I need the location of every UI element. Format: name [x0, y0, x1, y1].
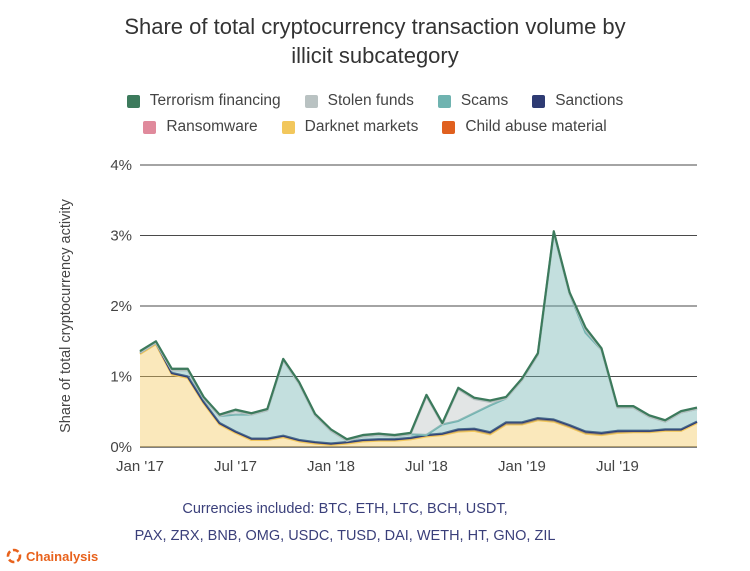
x-tick-label: Jul '18 [405, 458, 448, 475]
chart-title-line-1: Share of total cryptocurrency transactio… [124, 14, 626, 39]
y-axis-title: Share of total cryptocurrency activity [58, 198, 74, 432]
legend-label: Darknet markets [304, 118, 419, 135]
legend-item-scams: Scams [437, 92, 509, 110]
legend-item-sanctions: Sanctions [532, 92, 623, 110]
legend-item-darknet-markets: Darknet markets [281, 118, 419, 136]
y-tick-label: 0% [110, 439, 132, 456]
legend-label: Terrorism financing [149, 92, 281, 109]
line-darknet-markets [139, 342, 698, 446]
legend-item-terrorism-financing: Terrorism financing [126, 92, 281, 110]
chainalysis-logo-icon [6, 548, 22, 564]
legend-label: Sanctions [555, 92, 624, 109]
legend-swatch [532, 94, 546, 108]
stacked-areas [139, 230, 698, 447]
x-tick-label: Jan '17 [116, 458, 164, 475]
legend-row-2: Ransomware Darknet markets Child abuse m… [40, 114, 710, 140]
legend-label: Child abuse material [465, 118, 607, 135]
chart-title: Share of total cryptocurrency transactio… [0, 12, 750, 70]
currencies-note: Currencies included: BTC, ETH, LTC, BCH,… [95, 496, 595, 550]
legend-swatch [442, 120, 456, 134]
legend-swatch [126, 94, 140, 108]
legend-swatch [437, 94, 451, 108]
legend-row-1: Terrorism financing Stolen funds Scams S… [40, 88, 710, 114]
area-scams [140, 232, 697, 444]
y-tick-label: 2% [110, 298, 132, 315]
y-tick-label: 3% [110, 228, 132, 245]
legend-swatch [281, 120, 295, 134]
x-tick-label: Jul '19 [596, 458, 639, 475]
x-tick-label: Jan '18 [307, 458, 355, 475]
legend-item-stolen-funds: Stolen funds [304, 92, 414, 110]
line-sanctions [139, 341, 698, 445]
legend-label: Scams [460, 92, 509, 109]
area-darknet-markets [140, 344, 697, 447]
chainalysis-logo: Chainalysis [6, 548, 98, 564]
gridlines [140, 164, 697, 448]
x-tick-label: Jul '17 [214, 458, 257, 475]
x-tick-label: Jan '19 [498, 458, 546, 475]
line-terrorism-financing [139, 230, 698, 441]
brand-name: Chainalysis [26, 548, 99, 564]
legend-swatch [304, 94, 318, 108]
currencies-note-line-1: Currencies included: BTC, ETH, LTC, BCH,… [182, 501, 508, 517]
y-tick-label: 1% [110, 369, 132, 386]
chart-legend: Terrorism financing Stolen funds Scams S… [40, 88, 710, 140]
chart-title-line-2: illicit subcategory [291, 43, 459, 68]
legend-item-child-abuse-material: Child abuse material [442, 118, 607, 136]
legend-item-ransomware: Ransomware [143, 118, 258, 136]
legend-label: Ransomware [166, 118, 258, 135]
currencies-note-line-2: PAX, ZRX, BNB, OMG, USDC, TUSD, DAI, WET… [134, 528, 556, 544]
y-tick-label: 4% [110, 157, 132, 174]
legend-swatch [143, 120, 157, 134]
axes: 0% 1% 2% 3% 4% Jan '17 Jul '17 Jan '18 Jul '18 Ja… [110, 157, 639, 475]
legend-label: Stolen funds [327, 92, 414, 109]
